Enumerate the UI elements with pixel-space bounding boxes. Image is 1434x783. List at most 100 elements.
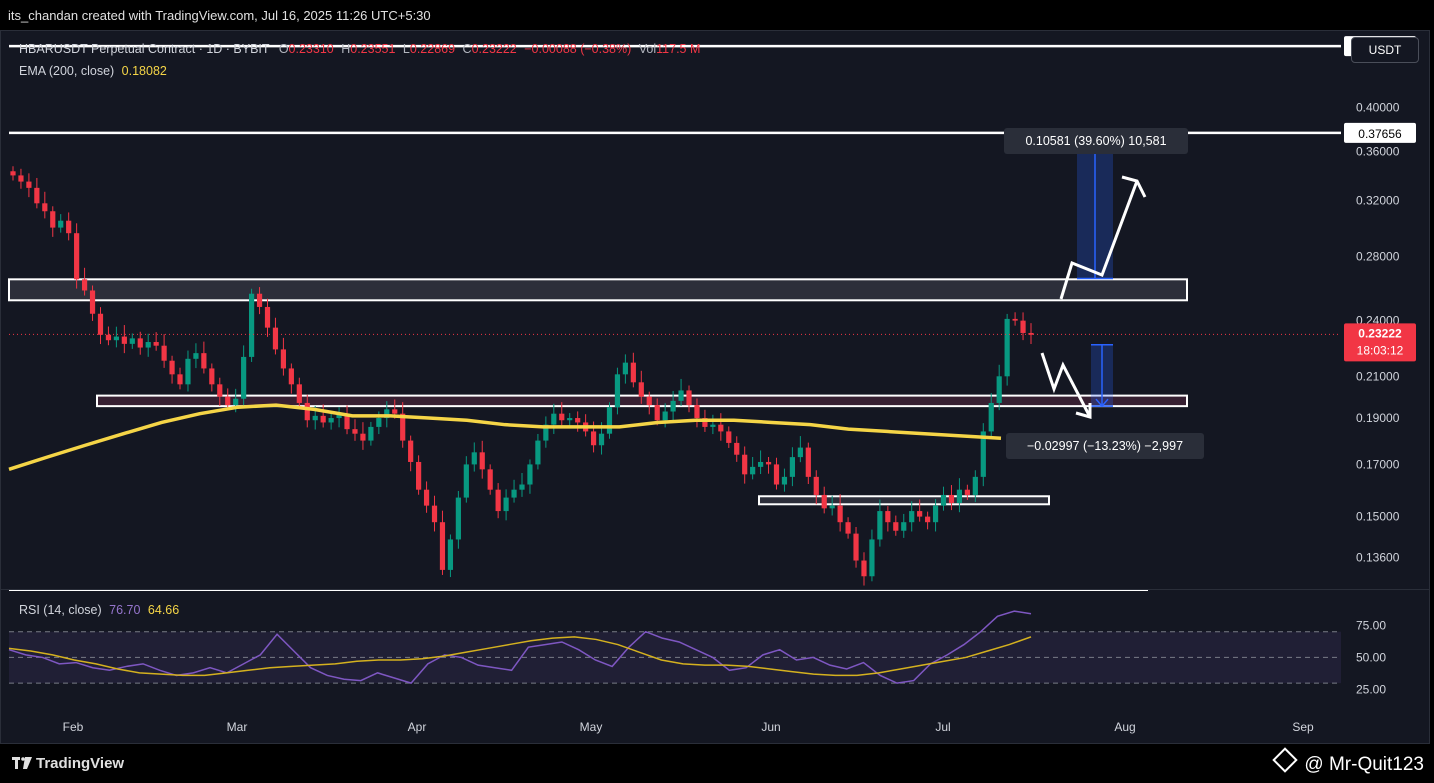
candle-body <box>543 424 549 441</box>
candle-body <box>423 489 430 506</box>
candle-body <box>1012 318 1018 321</box>
chart-frame[interactable]: 0.450000.400000.360000.320000.280000.240… <box>0 30 1430 744</box>
candle-body <box>153 342 159 346</box>
candle-body <box>1020 320 1026 333</box>
candle-body <box>320 415 326 423</box>
high-label: H <box>341 42 351 56</box>
candle-body <box>901 522 907 531</box>
candle-body <box>81 279 88 291</box>
candle-body <box>917 511 923 517</box>
bar-countdown: 18:03:12 <box>1357 343 1404 357</box>
price-axis-tick: 0.21000 <box>1356 369 1400 383</box>
candle-body <box>956 489 963 503</box>
candle-body <box>734 442 740 455</box>
candle-body <box>137 338 143 348</box>
candle-body <box>408 440 414 462</box>
change-value: −0.00088 (−0.38%) <box>524 42 632 56</box>
volume-label: Vol <box>638 42 657 56</box>
ema-label[interactable]: EMA (200, close) <box>19 64 115 78</box>
candle-body <box>893 522 899 531</box>
candle-body <box>1004 318 1010 377</box>
measure-label: 0.10581 (39.60%) 10,581 <box>1025 134 1166 148</box>
currency-unit-button[interactable]: USDT <box>1351 37 1419 63</box>
rsi-axis-tick: 75.00 <box>1356 618 1386 632</box>
candle-body <box>58 220 64 228</box>
candle-body <box>233 398 239 406</box>
low-value: 0.22869 <box>409 42 456 56</box>
candle-body <box>567 418 573 421</box>
footer-bar: TradingView @ Mr-Quit123 <box>0 745 1434 783</box>
binance-logo-icon <box>1272 747 1299 773</box>
candle-body <box>606 407 613 434</box>
candle-body <box>288 368 294 385</box>
tradingview-logo[interactable]: TradingView <box>12 755 124 772</box>
tradingview-logo-icon <box>12 757 32 769</box>
candle-body <box>89 290 96 314</box>
candle-body <box>439 522 446 570</box>
candle-body <box>686 390 692 406</box>
candle-body <box>487 469 493 490</box>
candle-body <box>225 396 231 406</box>
candle-body <box>718 424 724 432</box>
candle-body <box>988 402 994 432</box>
candle-body <box>42 203 48 212</box>
rsi-ma-line <box>8 636 1032 677</box>
candle-body <box>105 334 112 341</box>
close-label: C <box>462 42 472 56</box>
candle-body <box>74 233 80 280</box>
candle-body <box>312 415 318 421</box>
time-axis-tick: Apr <box>408 720 427 734</box>
candle-body <box>511 489 517 498</box>
price-axis-tick: 0.19000 <box>1356 411 1400 425</box>
candle-body <box>344 413 350 430</box>
candle-body <box>909 511 915 523</box>
low-label: L <box>402 42 410 56</box>
candle-body <box>280 349 287 369</box>
candle-body <box>670 400 676 412</box>
candle-body <box>964 489 970 495</box>
time-axis-tick: May <box>580 720 603 734</box>
candle-body <box>503 497 509 512</box>
measure-label-box <box>1006 433 1204 459</box>
pane-separator[interactable] <box>1 589 1429 590</box>
candle-body <box>471 452 477 465</box>
ema-value: 0.18082 <box>121 64 167 78</box>
candle-body <box>654 405 660 421</box>
ema-200-line <box>8 403 1002 472</box>
price-chart[interactable]: 0.450000.400000.360000.320000.280000.240… <box>1 31 1429 743</box>
candle-body <box>328 418 334 423</box>
candle-body <box>559 413 565 421</box>
candle-body <box>948 494 955 503</box>
top-watermark-bar: its_chandan created with TradingView.com… <box>0 0 1434 30</box>
time-axis-tick: Sep <box>1292 720 1314 734</box>
candle-body <box>352 429 358 434</box>
candle-body <box>598 433 605 446</box>
symbol-title[interactable]: HBARUSDT Perpetual Contract · 1D · BYBIT <box>19 42 270 56</box>
projection-arrow-up-head <box>1121 175 1147 198</box>
level-price-label: 0.37656 <box>1358 127 1402 141</box>
measure-arrow-head <box>1095 398 1109 408</box>
last-price-value: 0.23222 <box>1358 326 1402 340</box>
candle-body <box>479 452 485 470</box>
candle-body <box>121 336 127 344</box>
rsi-label[interactable]: RSI (14, close) <box>19 603 102 617</box>
candle-body <box>925 516 931 523</box>
candle-body <box>837 505 843 523</box>
measure-label: −0.02997 (−13.23%) −2,997 <box>1027 439 1183 453</box>
candle-body <box>614 374 621 408</box>
candle-body <box>750 466 756 475</box>
candle-body <box>304 402 310 421</box>
candle-body <box>702 418 708 427</box>
candle-body <box>129 338 135 344</box>
level-price-tag <box>1344 122 1416 143</box>
ohlc-legend: HBARUSDT Perpetual Contract · 1D · BYBIT… <box>19 42 700 56</box>
candle-body <box>161 345 167 361</box>
open-label: O <box>278 42 289 56</box>
tradingview-brand: TradingView <box>36 755 125 772</box>
candle-body <box>10 171 16 176</box>
candle-body <box>694 405 700 419</box>
candle-body <box>495 489 501 512</box>
volume-value: 117.5 M <box>656 42 701 56</box>
candle-body <box>575 418 581 423</box>
candle-body <box>201 353 207 369</box>
